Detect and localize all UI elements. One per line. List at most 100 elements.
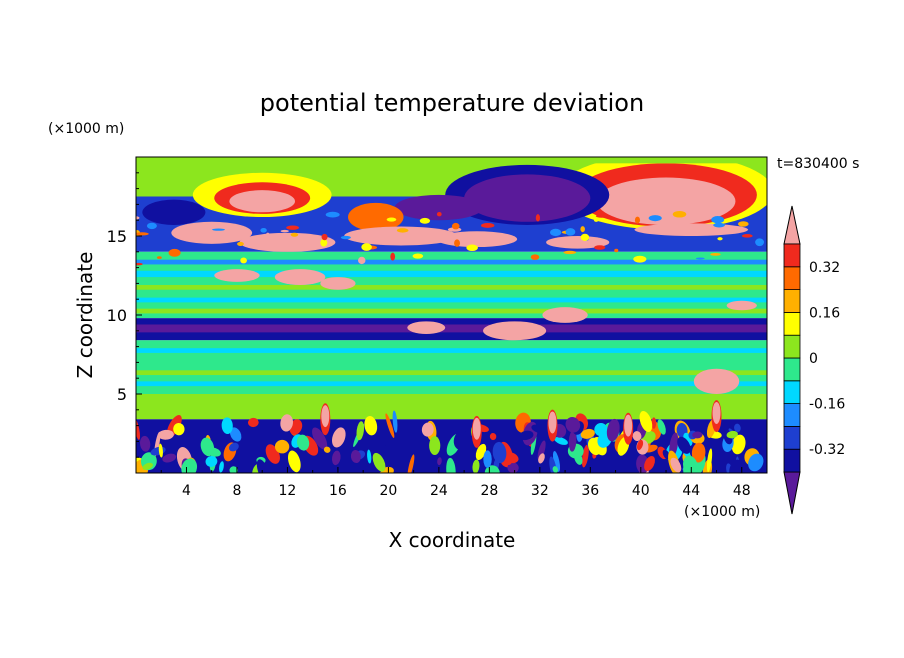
y-axis-label: Z coordinate	[73, 252, 97, 379]
turbulent-cell	[692, 431, 703, 439]
upper-speck	[325, 211, 340, 218]
upper-speck	[286, 225, 300, 230]
turbulent-cell	[427, 469, 433, 473]
turbulent-cell	[531, 424, 547, 434]
upper-speck	[412, 253, 424, 259]
colorbar-segment	[783, 334, 801, 359]
upper-speck	[563, 250, 577, 255]
upper-speck	[321, 233, 328, 241]
strata-line	[136, 348, 767, 353]
colorbar-segment	[783, 289, 801, 313]
colorbar-label: 0.16	[809, 305, 840, 321]
upper-speck	[711, 216, 725, 224]
turbulent-cell	[205, 455, 218, 467]
colorbar-label: -0.32	[809, 442, 845, 458]
turbulent-cell	[372, 452, 386, 472]
plume-core	[624, 414, 633, 437]
turbulent-cell	[296, 434, 310, 451]
warm-anomaly	[634, 223, 749, 236]
upper-speck	[388, 236, 398, 243]
turbulent-cell	[453, 430, 470, 450]
x-tick-label: 32	[531, 483, 549, 499]
x-axis-label: X coordinate	[389, 528, 516, 552]
strata-line	[136, 401, 767, 407]
upper-speck	[550, 228, 562, 237]
turbulent-cell	[221, 417, 233, 435]
upper-speck	[648, 215, 662, 222]
upper-speck	[594, 245, 606, 250]
turbulent-cell	[729, 459, 744, 473]
upper-cell	[348, 202, 404, 232]
turbulent-cell	[734, 423, 741, 433]
upper-speck	[320, 238, 328, 247]
turbulent-cell	[247, 417, 259, 428]
strata-line	[136, 259, 767, 265]
turbulent-cell	[552, 451, 561, 472]
turbulent-cell	[437, 457, 442, 466]
upper-speck	[340, 235, 351, 240]
turbulent-cell	[758, 437, 767, 453]
upper-speck	[265, 232, 271, 240]
turbulent-cell	[483, 450, 492, 468]
turbulent-cell	[507, 462, 519, 473]
upper-speck	[212, 228, 225, 231]
warm-anomaly	[214, 269, 260, 282]
upper-speck	[530, 254, 540, 260]
strata-line	[136, 370, 767, 376]
turbulent-cell	[256, 459, 270, 473]
turbulent-cell	[331, 450, 341, 466]
y-tick-label: 15	[107, 227, 127, 246]
turbulent-cell	[331, 427, 346, 448]
upper-speck	[593, 218, 599, 222]
turbulent-cell	[538, 453, 545, 464]
strata-line	[136, 284, 767, 290]
upper-speck	[633, 255, 647, 263]
x-tick-label: 16	[329, 483, 347, 499]
strata-line	[136, 270, 767, 278]
turbulent-cell	[489, 432, 497, 441]
upper-speck	[290, 232, 299, 237]
x-tick-label: 12	[279, 483, 297, 499]
warm-anomaly	[239, 232, 336, 252]
colorbar: 0.32 0.16 0 -0.16 -0.32	[783, 205, 845, 515]
turbulent-cell	[323, 446, 331, 453]
upper-speck	[710, 252, 721, 256]
band-low-green	[136, 394, 767, 420]
upper-speck	[240, 257, 247, 264]
turbulent-cell	[142, 462, 154, 470]
turbulent-cell	[208, 447, 221, 457]
colorbar-segment	[783, 311, 801, 336]
plume-core	[548, 411, 557, 434]
colorbar-segment	[783, 266, 801, 290]
turbulent-cell	[446, 457, 456, 473]
turbulent-cell	[580, 428, 595, 439]
plume-core	[321, 405, 330, 428]
upper-speck	[436, 211, 442, 217]
x-tick-label: 36	[581, 483, 599, 499]
turbulent-cell	[383, 443, 398, 455]
strata-line	[136, 381, 767, 387]
colorbar-label: 0.32	[809, 260, 840, 276]
upper-speck	[695, 257, 705, 260]
upper-speck	[361, 243, 372, 251]
upper-speck	[237, 241, 244, 247]
upper-cell	[464, 174, 591, 222]
turbulent-cell	[472, 459, 480, 473]
colorbar-segment	[783, 357, 801, 382]
colorbar-segment	[783, 448, 801, 473]
turbulent-cell	[644, 456, 655, 471]
turbulent-cell	[364, 416, 378, 436]
time-label: t=830400 s	[777, 156, 859, 172]
turbulent-cell	[228, 442, 239, 452]
warm-anomaly	[171, 221, 253, 244]
upper-speck	[713, 222, 725, 228]
strata-line	[136, 308, 767, 314]
upper-speck	[280, 229, 289, 233]
upper-speck	[419, 217, 431, 224]
plume-core	[472, 417, 481, 440]
x-tick-label: 40	[632, 483, 650, 499]
upper-speck	[260, 227, 267, 233]
colorbar-segment	[783, 243, 801, 268]
colorbar-segment	[783, 425, 801, 450]
turbulent-cell	[670, 457, 682, 473]
